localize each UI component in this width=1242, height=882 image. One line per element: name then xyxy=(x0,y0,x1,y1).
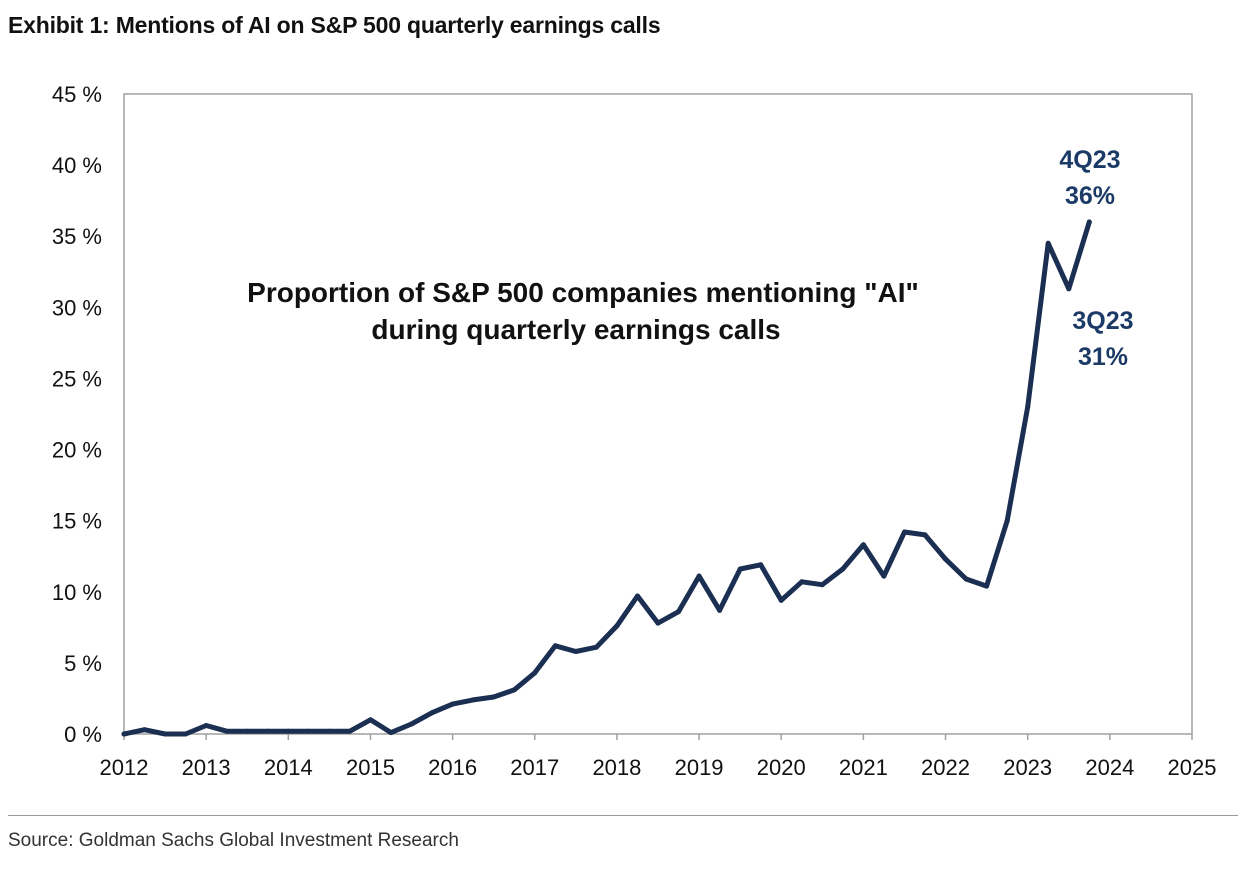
x-axis-tick-labels: 2012 2013 2014 2015 2016 2017 2018 2019 2020 2021… xyxy=(100,755,1217,780)
data-point xyxy=(819,582,825,588)
plot-area-frame xyxy=(123,93,1193,735)
data-point xyxy=(265,728,271,734)
x-tick-label: 2018 xyxy=(592,755,641,780)
data-point xyxy=(224,728,230,734)
x-axis-tick-marks xyxy=(123,734,1193,740)
x-tick-label: 2025 xyxy=(1168,755,1217,780)
data-point xyxy=(676,609,681,615)
footer-divider xyxy=(8,815,1238,816)
series-points xyxy=(121,219,1092,737)
data-point xyxy=(1004,518,1010,524)
data-point xyxy=(758,562,764,568)
x-tick-label: 2022 xyxy=(921,755,970,780)
annotation-4q23-label: 4Q23 xyxy=(1059,146,1120,174)
data-point xyxy=(326,728,332,734)
x-tick-label: 2017 xyxy=(510,755,559,780)
data-point xyxy=(203,723,209,728)
data-point xyxy=(470,697,476,703)
y-tick-label: 40 % xyxy=(52,153,102,178)
x-tick-label: 2016 xyxy=(428,755,477,780)
y-tick-label: 0 % xyxy=(64,722,102,747)
data-point xyxy=(1045,240,1051,246)
data-point xyxy=(881,573,887,579)
data-point xyxy=(244,728,250,734)
inner-title-line-2: during quarterly earnings calls xyxy=(371,314,780,345)
x-tick-label: 2021 xyxy=(839,755,888,780)
x-tick-label: 2012 xyxy=(100,755,149,780)
y-tick-label: 5 % xyxy=(64,651,102,676)
data-point xyxy=(984,583,990,589)
data-point xyxy=(737,566,743,572)
x-tick-label: 2024 xyxy=(1085,755,1134,780)
y-axis-tick-labels: 0 % 5 % 10 % 15 % 20 % 25 % 30 % 35 % 40 % 45 % xyxy=(52,82,102,747)
data-point xyxy=(696,573,702,579)
data-point xyxy=(1066,286,1072,292)
data-point xyxy=(511,687,517,693)
data-point xyxy=(1086,219,1092,225)
x-tick-label: 2014 xyxy=(264,755,313,780)
data-point xyxy=(635,593,640,599)
data-point xyxy=(922,532,928,538)
data-point xyxy=(450,701,456,707)
data-point xyxy=(532,670,538,676)
y-tick-label: 45 % xyxy=(52,82,102,107)
line-chart: 0 % 5 % 10 % 15 % 20 % 25 % 30 % 35 % 40 % 45 % 2… xyxy=(52,82,1217,780)
data-point xyxy=(778,597,784,603)
data-point xyxy=(717,607,723,613)
annotation-3q23-value: 31% xyxy=(1078,343,1128,371)
x-tick-label: 2013 xyxy=(182,755,231,780)
data-point xyxy=(963,576,969,582)
data-point xyxy=(593,644,599,650)
data-point xyxy=(368,717,373,723)
y-tick-label: 20 % xyxy=(52,438,102,463)
x-tick-label: 2019 xyxy=(675,755,724,780)
exhibit-title: Exhibit 1: Mentions of AI on S&P 500 qua… xyxy=(8,12,661,38)
data-point xyxy=(491,694,497,700)
data-point xyxy=(799,579,805,585)
data-point xyxy=(183,731,189,737)
y-tick-label: 30 % xyxy=(52,295,102,320)
data-point xyxy=(840,566,846,572)
data-point xyxy=(1025,404,1031,410)
data-point xyxy=(573,649,579,654)
series-line-ai-mentions xyxy=(121,219,1092,737)
inner-title-line-1: Proportion of S&P 500 companies mentioni… xyxy=(247,277,919,308)
y-tick-label: 10 % xyxy=(52,580,102,605)
data-point xyxy=(121,731,127,737)
data-point xyxy=(902,529,907,535)
y-tick-label: 35 % xyxy=(52,224,102,249)
x-tick-label: 2020 xyxy=(757,755,806,780)
data-point xyxy=(655,620,661,626)
annotation-4q23-value: 36% xyxy=(1065,182,1115,210)
data-point xyxy=(162,731,168,737)
data-point xyxy=(943,556,948,562)
data-point xyxy=(285,728,291,734)
x-tick-label: 2023 xyxy=(1003,755,1052,780)
data-point xyxy=(142,727,147,733)
y-tick-label: 25 % xyxy=(52,366,102,391)
data-point xyxy=(306,728,312,734)
data-point xyxy=(347,728,353,734)
data-point xyxy=(429,710,435,716)
data-point xyxy=(409,721,414,727)
data-point xyxy=(614,623,620,629)
data-point xyxy=(552,643,558,649)
data-point xyxy=(388,730,394,736)
source-note: Source: Goldman Sachs Global Investment … xyxy=(8,830,459,851)
y-tick-label: 15 % xyxy=(52,509,102,534)
data-point xyxy=(860,542,866,548)
x-tick-label: 2015 xyxy=(346,755,395,780)
annotation-3q23-label: 3Q23 xyxy=(1072,307,1133,335)
